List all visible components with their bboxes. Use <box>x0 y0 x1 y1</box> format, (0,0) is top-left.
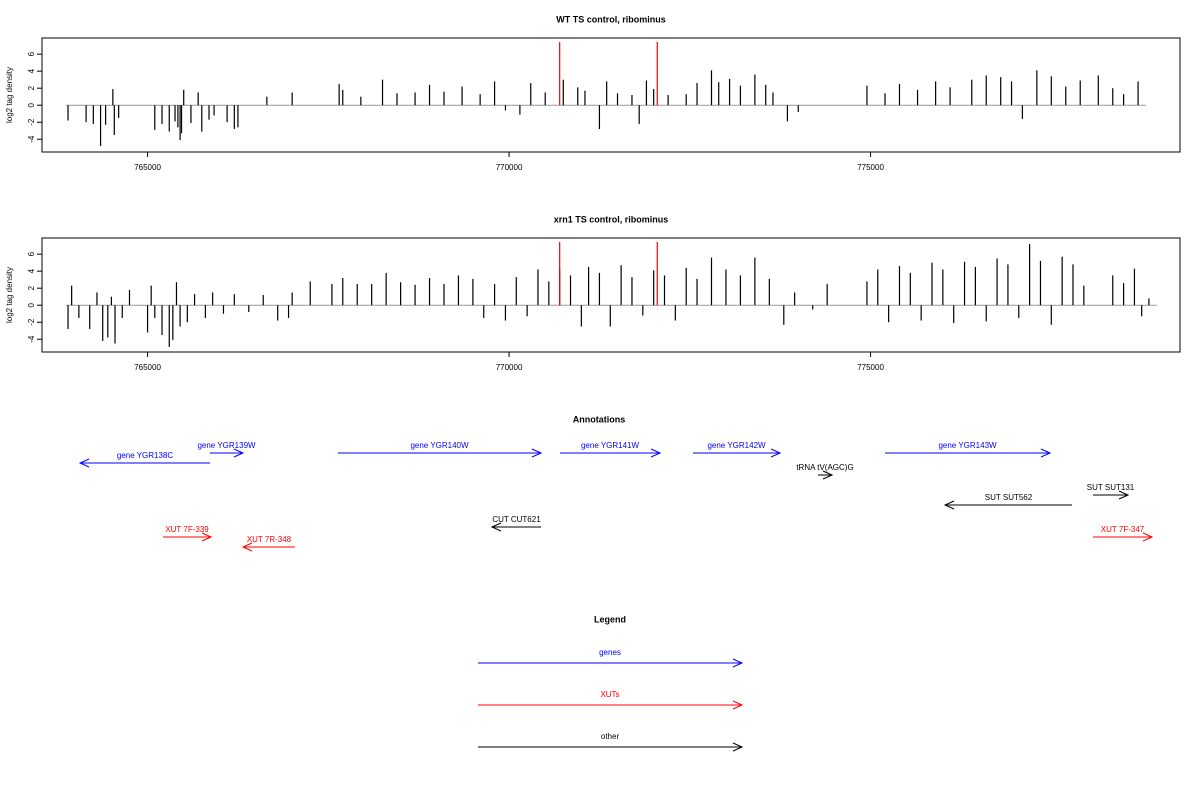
feature-label: SUT SUT131 <box>1087 483 1135 492</box>
feature-label: gene YGR140W <box>410 441 469 450</box>
y-tick-label: 6 <box>27 251 36 256</box>
feature-label: gene YGR139W <box>197 441 256 450</box>
y-tick-label: 4 <box>27 268 36 273</box>
feature-label: XUT 7F-339 <box>165 525 209 534</box>
feature-arrow-head <box>201 532 213 542</box>
feature-arrow-head <box>770 448 782 458</box>
plot-frame <box>41 37 1181 153</box>
y-tick-label: -2 <box>27 318 36 326</box>
y-tick-label: -2 <box>27 118 36 126</box>
chart-title: WT TS control, ribominus <box>556 14 666 24</box>
feature-label: tRNA tV(AGC)G <box>796 463 853 472</box>
y-axis-label: log2 tag density <box>5 267 14 323</box>
y-tick-label: 2 <box>27 285 36 290</box>
feature-arrow-head <box>78 458 90 468</box>
legend-arrow-head <box>732 742 744 752</box>
feature-label: XUT 7F-347 <box>1101 525 1145 534</box>
y-tick-label: 4 <box>27 68 36 73</box>
legend-title: Legend <box>594 614 626 624</box>
x-tick-label: 770000 <box>496 363 523 372</box>
x-tick-label: 775000 <box>857 163 884 172</box>
chart-title: xrn1 TS control, ribominus <box>554 214 669 224</box>
x-tick-label: 765000 <box>134 163 161 172</box>
feature-arrow-head <box>1040 448 1052 458</box>
feature-arrow-head <box>531 448 543 458</box>
feature-label: SUT SUT562 <box>985 493 1033 502</box>
y-axis-label: log2 tag density <box>5 67 14 123</box>
feature-arrow-head <box>1118 490 1130 500</box>
feature-arrow-head <box>233 448 245 458</box>
y-tick-label: 0 <box>27 102 36 107</box>
y-tick-label: -4 <box>27 335 36 343</box>
feature-arrow-head <box>943 500 955 510</box>
feature-arrow-head <box>490 522 502 532</box>
legend-arrow-head <box>732 658 744 668</box>
y-tick-label: 2 <box>27 85 36 90</box>
y-tick-label: 6 <box>27 51 36 56</box>
feature-label: gene YGR138C <box>117 451 174 460</box>
x-tick-label: 775000 <box>857 363 884 372</box>
y-tick-label: -4 <box>27 135 36 143</box>
feature-label: CUT CUT621 <box>492 515 541 524</box>
feature-label: gene YGR143W <box>938 441 997 450</box>
y-tick-label: 0 <box>27 302 36 307</box>
legend-label: XUTs <box>600 690 619 699</box>
feature-label: XUT 7R-348 <box>247 535 292 544</box>
legend-label: other <box>601 732 620 741</box>
feature-arrow-head <box>822 470 834 480</box>
feature-arrow-head <box>650 448 662 458</box>
plot-frame <box>41 237 1181 353</box>
feature-arrow-head <box>241 542 253 552</box>
feature-label: gene YGR142W <box>707 441 766 450</box>
feature-arrow-head <box>1142 532 1154 542</box>
annotations-title: Annotations <box>573 414 626 424</box>
legend-label: genes <box>599 648 621 657</box>
x-tick-label: 765000 <box>134 363 161 372</box>
legend-arrow-head <box>732 700 744 710</box>
x-tick-label: 770000 <box>496 163 523 172</box>
feature-label: gene YGR141W <box>581 441 640 450</box>
